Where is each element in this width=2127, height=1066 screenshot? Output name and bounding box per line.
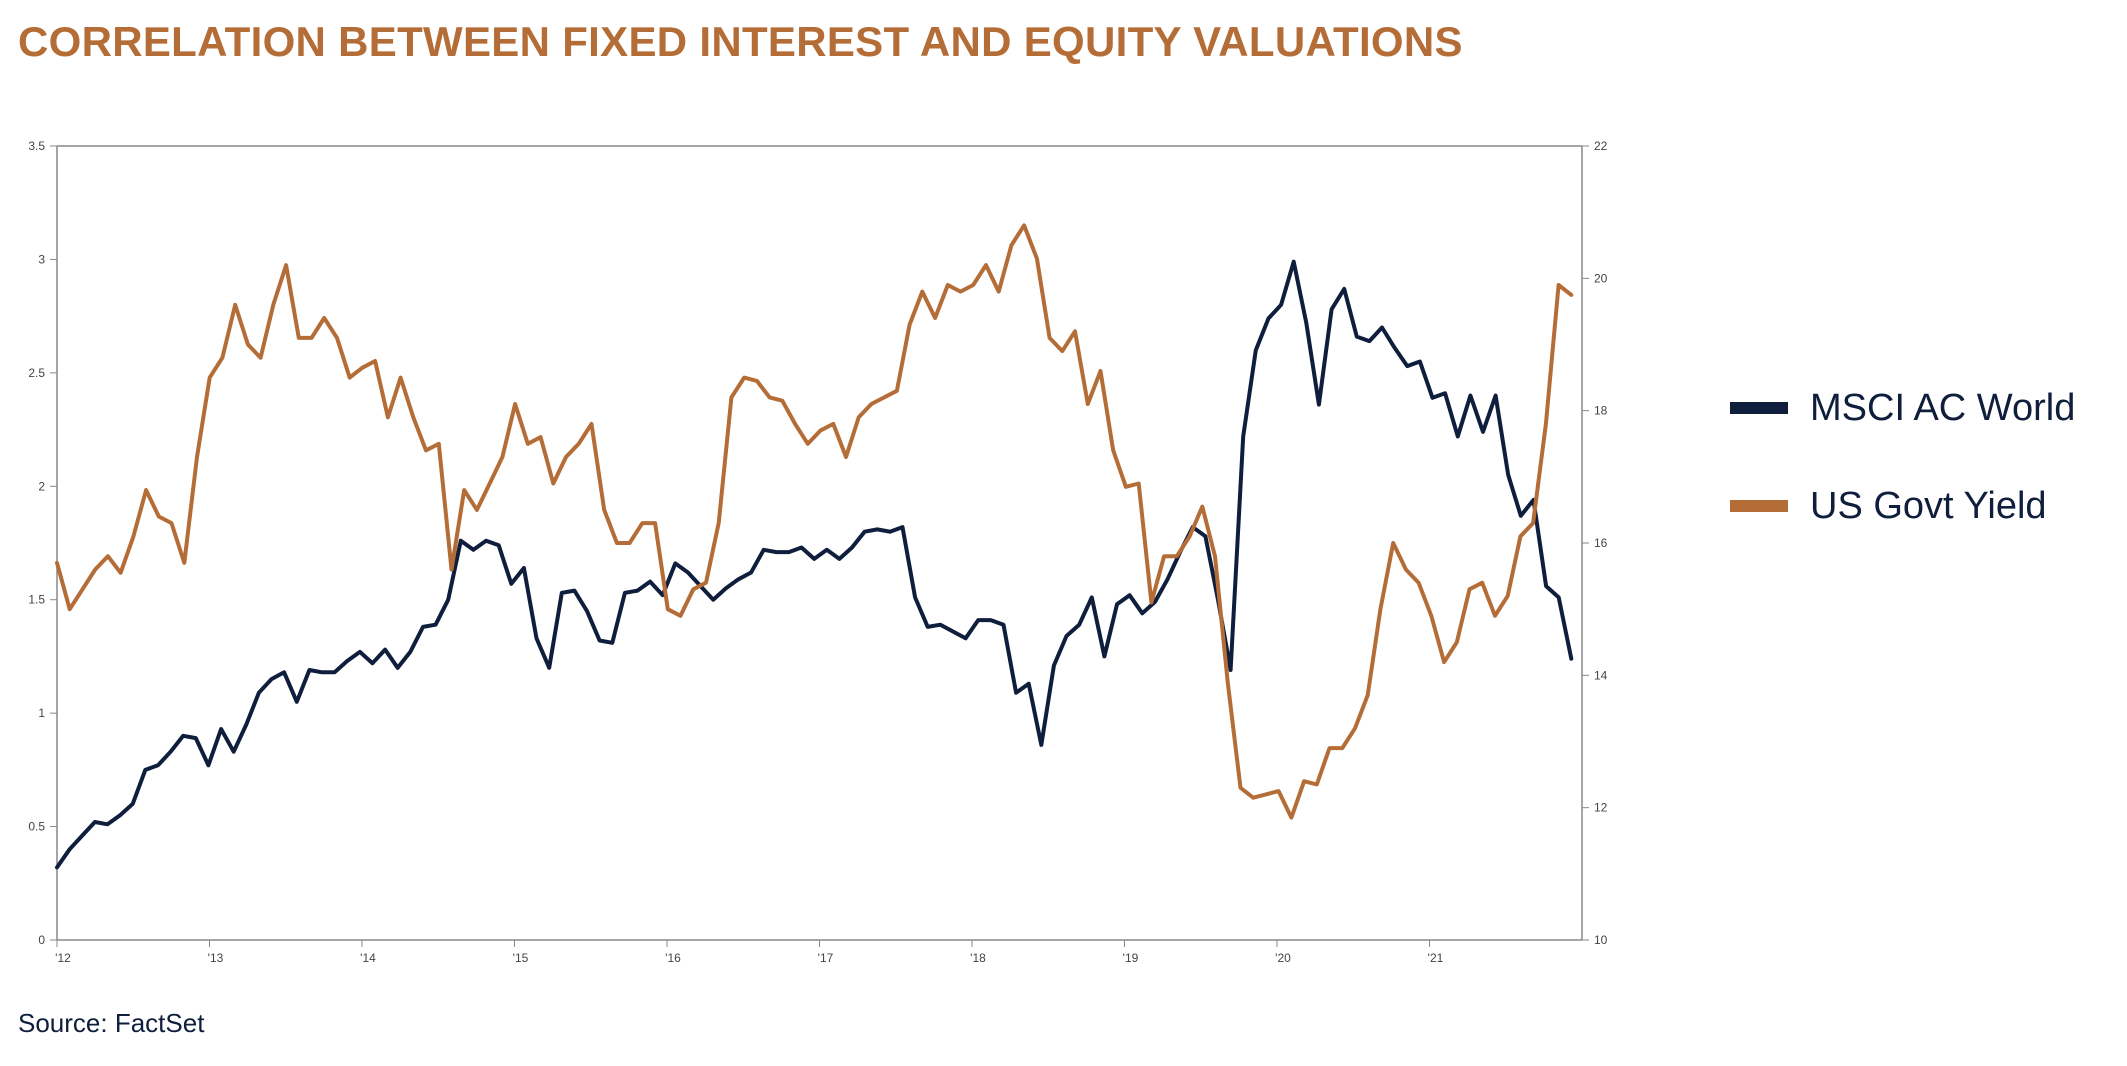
x-tick-label: '17 bbox=[818, 951, 834, 965]
left-tick-label: 3 bbox=[38, 252, 45, 266]
legend-swatch-msci bbox=[1730, 402, 1788, 414]
legend-label-yield: US Govt Yield bbox=[1810, 484, 2047, 527]
legend: MSCI AC World US Govt Yield bbox=[1730, 378, 2075, 574]
legend-label-msci: MSCI AC World bbox=[1810, 386, 2076, 429]
left-tick-label: 1 bbox=[38, 706, 45, 720]
legend-swatch-yield bbox=[1730, 500, 1788, 512]
x-tick-label: '21 bbox=[1428, 951, 1444, 965]
right-tick-label: 18 bbox=[1594, 404, 1608, 418]
right-tick-label: 20 bbox=[1594, 271, 1608, 285]
chart-title: CORRELATION BETWEEN FIXED INTEREST AND E… bbox=[18, 18, 1463, 65]
right-tick-label: 10 bbox=[1594, 933, 1608, 947]
x-tick-label: '16 bbox=[665, 951, 681, 965]
legend-item-yield: US Govt Yield bbox=[1730, 476, 2075, 536]
left-tick-label: 0 bbox=[38, 933, 45, 947]
source-note: Source: FactSet bbox=[18, 1008, 205, 1038]
x-tick-label: '19 bbox=[1123, 951, 1139, 965]
left-tick-label: 1.5 bbox=[28, 593, 45, 607]
x-tick-label: '13 bbox=[208, 951, 224, 965]
axes: 0 0.5 1 1.5 2 2.5 3 3.5 10 12 14 16 18 20 22 '12 '13 '14 '… bbox=[28, 139, 1607, 965]
left-tick-label: 2 bbox=[38, 479, 45, 493]
series-layer bbox=[55, 223, 1574, 870]
right-tick-label: 12 bbox=[1594, 801, 1608, 815]
left-tick-label: 2.5 bbox=[28, 366, 45, 380]
right-tick-label: 16 bbox=[1594, 536, 1608, 550]
x-tick-label: '14 bbox=[360, 951, 376, 965]
left-tick-label: 3.5 bbox=[28, 139, 45, 153]
series-line-msci bbox=[55, 259, 1574, 870]
x-tick-label: '15 bbox=[513, 951, 529, 965]
x-tick-label: '20 bbox=[1275, 951, 1291, 965]
right-tick-label: 14 bbox=[1594, 668, 1608, 682]
series-line-yield bbox=[55, 223, 1574, 820]
legend-item-msci: MSCI AC World bbox=[1730, 378, 2075, 438]
right-tick-label: 22 bbox=[1594, 139, 1608, 153]
x-tick-label: '18 bbox=[970, 951, 986, 965]
left-tick-label: 0.5 bbox=[28, 820, 45, 834]
x-tick-label: '12 bbox=[55, 951, 71, 965]
